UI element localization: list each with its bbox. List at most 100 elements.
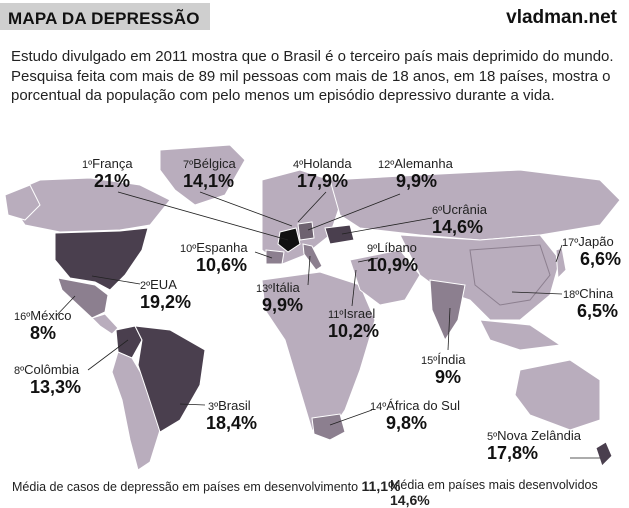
france-shape: [277, 227, 301, 253]
pointer-espanha: [254, 251, 273, 259]
name-libano: Líbano: [377, 240, 417, 255]
rank-belgica: 7º: [183, 159, 194, 171]
pointer-lines: [55, 191, 600, 459]
label-alemanha: 12ºAlemanha 9,9%: [378, 156, 453, 191]
ukraine-shape: [324, 224, 355, 245]
footer-developing-label: Média de casos de depressão em países em…: [12, 480, 359, 494]
label-belgica: 7ºBélgica 14,1%: [183, 156, 236, 191]
value-franca: 21%: [94, 171, 131, 191]
greenland-shape: [159, 144, 246, 206]
name-italia: Itália: [272, 280, 300, 295]
intro-text: Estudo divulgado em 2011 mostra que o Br…: [11, 48, 614, 104]
china-shape: [469, 244, 551, 306]
footer-developing-value: 11,1%: [361, 478, 401, 494]
pointer-india: [447, 307, 451, 351]
pointer-ucrania: [341, 217, 433, 235]
value-india: 9%: [435, 367, 462, 387]
name-eua: EUA: [150, 277, 177, 292]
name-africa-do-sul: África do Sul: [386, 398, 460, 413]
value-brasil: 18,4%: [206, 413, 258, 433]
middle-east-shape: [349, 249, 421, 306]
pointer-colombia: [87, 339, 129, 371]
rank-holanda: 4º: [293, 159, 304, 171]
pointer-franca: [117, 191, 289, 241]
name-ucrania: Ucrânia: [442, 202, 487, 217]
pointer-eua: [91, 275, 141, 285]
label-israel: 11ºIsrael 10,2%: [328, 306, 379, 341]
label-japao: 17ºJapão 6,6%: [562, 234, 621, 269]
footer-developing-average: Média de casos de depressão em países em…: [12, 478, 400, 494]
title-banner: MAPA DA DEPRESSÃO: [0, 3, 210, 30]
pointer-belgica: [199, 191, 293, 227]
pointer-alemanha: [307, 193, 401, 231]
value-italia: 9,9%: [262, 295, 304, 315]
central-america-shape: [91, 313, 119, 335]
label-ucrania: 6ºUcrânia 14,6%: [432, 202, 487, 237]
pointer-libano: [357, 257, 379, 263]
name-mexico: México: [30, 308, 72, 323]
rank-franca: 1º: [82, 159, 93, 171]
label-nova-zelandia: 5ºNova Zelândia 17,8%: [487, 428, 581, 463]
rank-alemanha: 12º: [378, 159, 395, 171]
name-espanha: Espanha: [196, 240, 248, 255]
name-nova-zelandia: Nova Zelândia: [497, 428, 581, 443]
pointer-brasil: [179, 403, 206, 406]
rank-mexico: 16º: [14, 311, 31, 323]
alaska-shape: [4, 184, 41, 221]
germany-shape: [297, 221, 315, 241]
name-belgica: Bélgica: [193, 156, 236, 171]
value-china: 6,5%: [577, 301, 619, 321]
footer-developed-average: Média em países mais desenvolvidos 14,6%: [390, 478, 629, 508]
australia-shape: [514, 359, 601, 431]
value-alemanha: 9,9%: [396, 171, 438, 191]
pointer-italia: [307, 255, 311, 286]
value-eua: 19,2%: [140, 292, 192, 312]
india-shape: [429, 279, 466, 342]
new-zealand-shape: [595, 441, 613, 467]
russia-shape: [329, 169, 621, 241]
rank-india: 15º: [421, 355, 438, 367]
colombia-shape: [115, 325, 143, 359]
rank-eua: 2º: [140, 280, 151, 292]
label-africa-do-sul: 14ºÁfrica do Sul 9,8%: [370, 398, 460, 433]
label-eua: 2ºEUA 19,2%: [140, 277, 191, 312]
footer-developed-label: Média em países mais desenvolvidos: [390, 478, 598, 492]
pointer-china: [511, 291, 563, 295]
south-africa-shape: [311, 413, 346, 441]
south-america-shape: [111, 351, 161, 471]
name-franca: França: [92, 156, 133, 171]
footer-developed-value: 14,6%: [390, 492, 430, 508]
name-brasil: Brasil: [218, 398, 251, 413]
value-ucrania: 14,6%: [432, 217, 484, 237]
pointer-holanda: [297, 191, 327, 223]
name-china: China: [579, 286, 614, 301]
label-colombia: 8ºColômbia 13,3%: [14, 362, 81, 397]
rank-italia: 13º: [256, 283, 273, 295]
rank-china: 18º: [563, 289, 580, 301]
value-espanha: 10,6%: [196, 255, 248, 275]
southeast-asia-shape: [479, 319, 562, 351]
label-espanha: 10ºEspanha 10,6%: [180, 240, 248, 275]
value-mexico: 8%: [30, 323, 57, 343]
pointer-africa-sul: [329, 409, 373, 426]
rank-africa-do-sul: 14º: [370, 401, 387, 413]
name-israel: Israel: [343, 306, 376, 321]
name-alemanha: Alemanha: [394, 156, 453, 171]
rank-israel: 11º: [328, 309, 344, 321]
header-bar: MAPA DA DEPRESSÃO vladman.net: [0, 0, 629, 37]
value-africa-do-sul: 9,8%: [386, 413, 428, 433]
mexico-shape: [57, 277, 109, 319]
pointer-israel: [351, 269, 357, 307]
rank-ucrania: 6º: [432, 205, 443, 217]
spain-shape: [265, 249, 285, 265]
label-libano: 9ºLíbano 10,9%: [367, 240, 418, 275]
rank-libano: 9º: [367, 243, 378, 255]
label-china: 18ºChina 6,5%: [563, 286, 618, 321]
italy-shape: [302, 243, 323, 271]
rank-espanha: 10º: [180, 243, 197, 255]
watermark: vladman.net: [506, 7, 617, 28]
canada-shape: [4, 177, 171, 233]
name-india: Índia: [437, 352, 466, 367]
name-japao: Japão: [578, 234, 614, 249]
